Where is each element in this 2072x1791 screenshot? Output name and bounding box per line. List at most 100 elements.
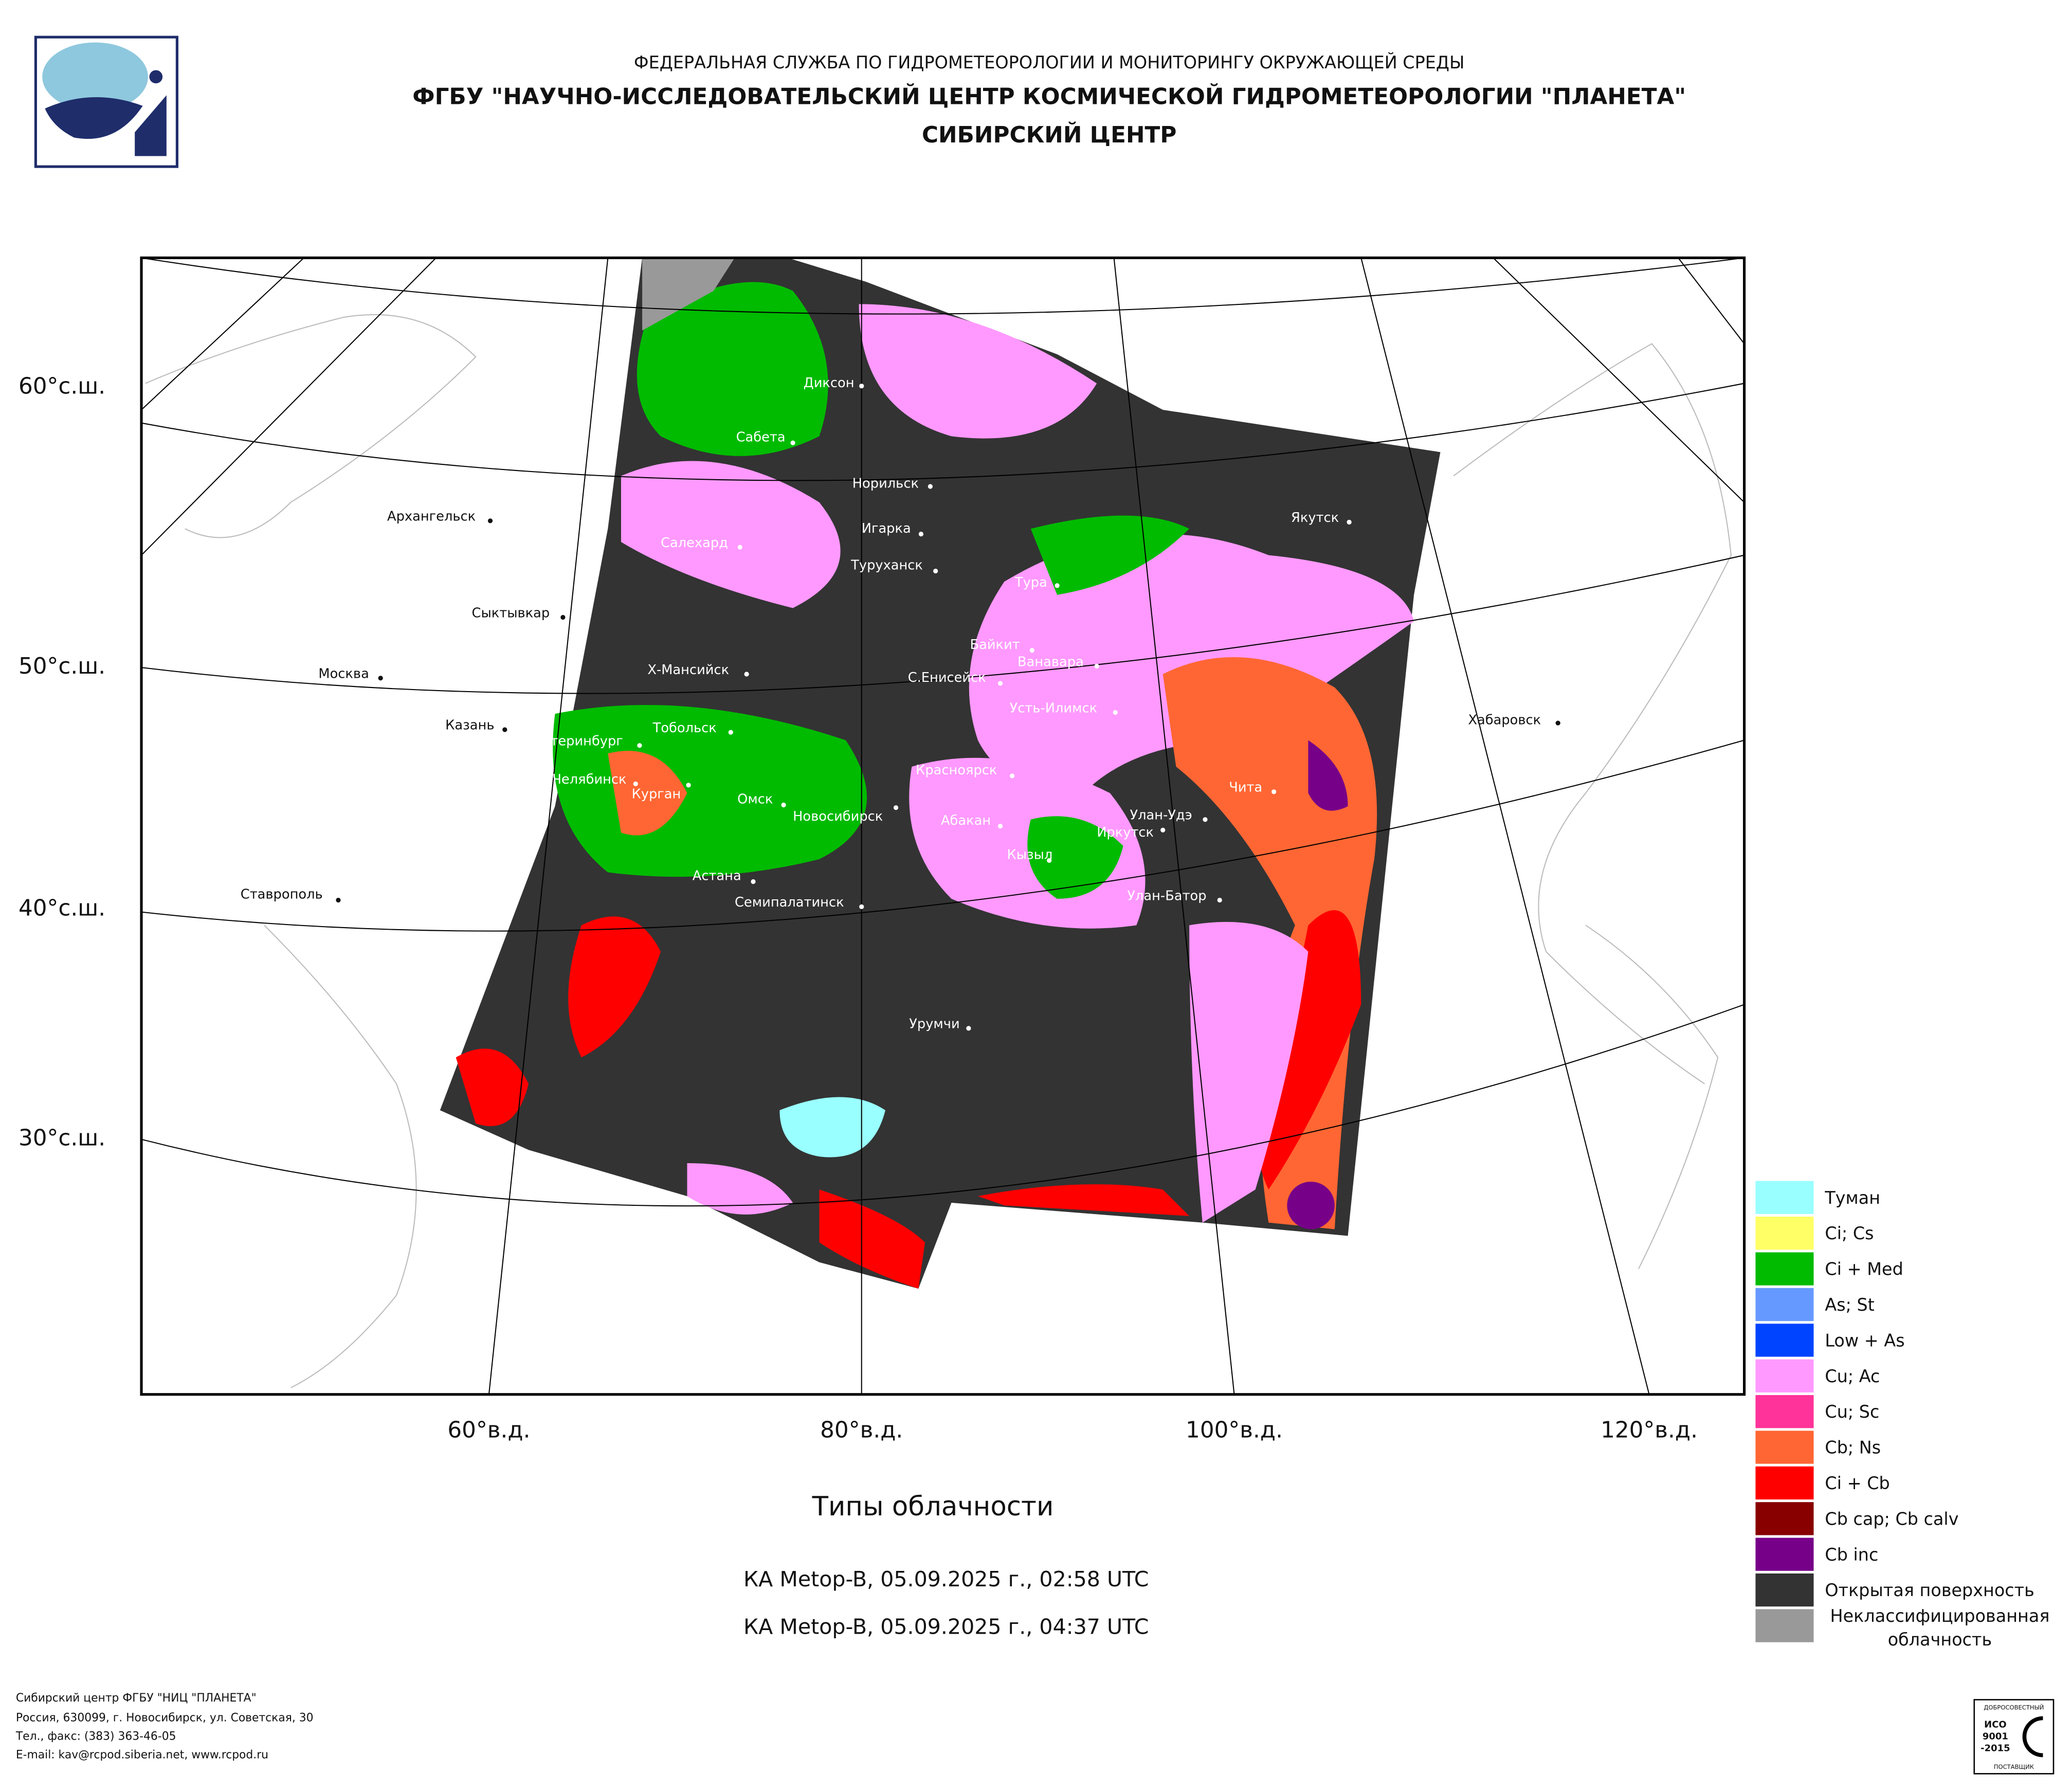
coastlines <box>145 314 1732 1388</box>
city-label: Тура <box>1014 575 1047 590</box>
legend-label: Открытая поверхность <box>1825 1580 2034 1600</box>
city-dot <box>487 518 493 523</box>
legend-label: Cb inc <box>1825 1545 1878 1565</box>
city-dot <box>751 879 756 884</box>
city-dot <box>1029 648 1034 653</box>
city-dot <box>336 897 341 903</box>
logo <box>34 35 178 168</box>
legend-swatch <box>1754 1572 1815 1608</box>
city-label: С.Енисейск <box>908 670 986 685</box>
legend-label-box: Неклассифицированная облачность <box>1830 1607 2050 1651</box>
legend-swatch <box>1754 1180 1815 1216</box>
city-label: Новосибирск <box>793 809 883 824</box>
city-dot <box>933 568 938 574</box>
city-dot <box>1113 710 1118 715</box>
city-label: Москва <box>318 666 369 681</box>
legend: Туман Ci; Cs Ci + Med As; St Low + As Cu; Ac C… <box>1754 1180 2050 1651</box>
city-label: Ванавара <box>1017 654 1084 670</box>
map-title: Типы облачности <box>812 1491 1054 1522</box>
cert-text: 9001 <box>1983 1731 2008 1742</box>
header-line: ФГБУ "НАУЧНО-ИССЛЕДОВАТЕЛЬСКИЙ ЦЕНТР КОС… <box>412 82 1686 110</box>
lon-label: 120°в.д. <box>1601 1417 1698 1443</box>
city-label: Игарка <box>862 521 911 536</box>
lat-label: 40°с.ш. <box>19 895 105 921</box>
city-dot <box>1055 583 1060 588</box>
city-label: Красноярск <box>916 763 997 778</box>
city-dot <box>1094 663 1099 669</box>
city-dot <box>744 672 749 677</box>
city-label: Улан-Батор <box>1127 888 1206 903</box>
legend-swatch <box>1754 1322 1815 1359</box>
city-label: Сабета <box>736 429 786 445</box>
legend-label: Cb cap; Cb calv <box>1825 1509 1958 1529</box>
map: Диксон Сабета Норильск Архангельск Игарка Сал… <box>141 258 1744 1395</box>
city-dot <box>1555 720 1560 726</box>
city-dot <box>560 614 566 620</box>
city-label: Сыктывкар <box>472 605 550 621</box>
footer-line: Тел., факс: (383) 363-46-05 <box>15 1730 176 1743</box>
city-dot <box>637 743 642 748</box>
city-dot <box>1203 817 1208 822</box>
legend-label: Ci + Med <box>1825 1259 1903 1279</box>
legend-swatch <box>1754 1500 1815 1537</box>
axis-labels: 60°с.ш. 50°с.ш. 40°с.ш. 30°с.ш. 60°в.д. 80°в.… <box>19 373 1698 1443</box>
swath <box>440 258 1441 1289</box>
legend-swatch <box>1754 1215 1815 1251</box>
city-label: Челябинск <box>552 772 626 787</box>
city-label: Байкит <box>970 637 1020 653</box>
city-labels: Диксон Сабета Норильск Архангельск Игарка Сал… <box>241 375 1560 1032</box>
city-dot <box>728 730 733 735</box>
legend-label: Low + As <box>1825 1330 1904 1350</box>
pass-info: КА Metop-B, 05.09.2025 г., 04:37 UTC <box>743 1615 1149 1639</box>
city-dot <box>1010 773 1015 779</box>
city-label: Абакан <box>941 813 991 828</box>
lat-label: 50°с.ш. <box>19 653 105 679</box>
city-label: Диксон <box>804 375 855 391</box>
header-line: СИБИРСКИЙ ЦЕНТР <box>922 121 1176 148</box>
city-label: Казань <box>445 718 494 733</box>
city-dot <box>893 805 899 810</box>
city-label: Семипалатинск <box>735 895 844 910</box>
city-label: Астана <box>693 869 741 884</box>
lat-label: 60°с.ш. <box>19 373 105 399</box>
city-label: Архангельск <box>387 509 476 524</box>
city-label: Иркутск <box>1097 825 1154 840</box>
footer-line: Россия, 630099, г. Новосибирск, ул. Сове… <box>16 1711 314 1724</box>
legend-label: Неклассифицированная облачность <box>1830 1607 2050 1651</box>
city-label: Кызыл <box>1007 847 1052 863</box>
lon-label: 60°в.д. <box>447 1417 530 1443</box>
legend-swatch <box>1754 1429 1815 1466</box>
legend-swatch <box>1754 1536 1815 1572</box>
header-line: ФЕДЕРАЛЬНАЯ СЛУЖБА ПО ГИДРОМЕТЕОРОЛОГИИ … <box>634 52 1465 73</box>
cert-text: ПОСТАВЩИК <box>1994 1763 2034 1770</box>
footer-line: E-mail: kav@rcpod.siberia.net, www.rcpod… <box>16 1748 268 1761</box>
city-dot <box>997 681 1003 686</box>
city-dot <box>1160 827 1166 833</box>
city-dot <box>859 384 864 389</box>
legend-swatch <box>1754 1607 1815 1644</box>
legend-label: Туман <box>1824 1188 1880 1208</box>
lon-label: 100°в.д. <box>1186 1417 1283 1443</box>
cert-text: ДОБРОСОВЕСТНЫЙ <box>1984 1703 2044 1711</box>
footer-line: Сибирский центр ФГБУ "НИЦ "ПЛАНЕТА" <box>16 1692 257 1705</box>
graticule <box>141 258 1744 1395</box>
cert-text: -2015 <box>1980 1743 2010 1754</box>
legend-swatch <box>1754 1251 1815 1287</box>
legend-label: Ci + Cb <box>1825 1473 1889 1493</box>
legend-label: Cu; Sc <box>1825 1402 1879 1422</box>
city-dot <box>1271 789 1277 794</box>
city-label: Хабаровск <box>1468 712 1541 728</box>
legend-swatch <box>1754 1394 1815 1430</box>
legend-swatch <box>1754 1465 1815 1501</box>
certificate: ДОБРОСОВЕСТНЫЙ ИСО 9001 -2015 ПОСТАВЩИК <box>1973 1699 2055 1775</box>
legend-label: Cb; Ns <box>1825 1438 1881 1458</box>
city-dot <box>1217 897 1222 903</box>
city-dot <box>781 802 786 808</box>
city-label: Ставрополь <box>241 887 323 902</box>
city-label: Чита <box>1229 780 1262 795</box>
city-dot <box>918 531 924 537</box>
city-dot <box>928 484 933 489</box>
city-label: Екатеринбург <box>526 734 623 749</box>
city-dot <box>378 676 383 681</box>
